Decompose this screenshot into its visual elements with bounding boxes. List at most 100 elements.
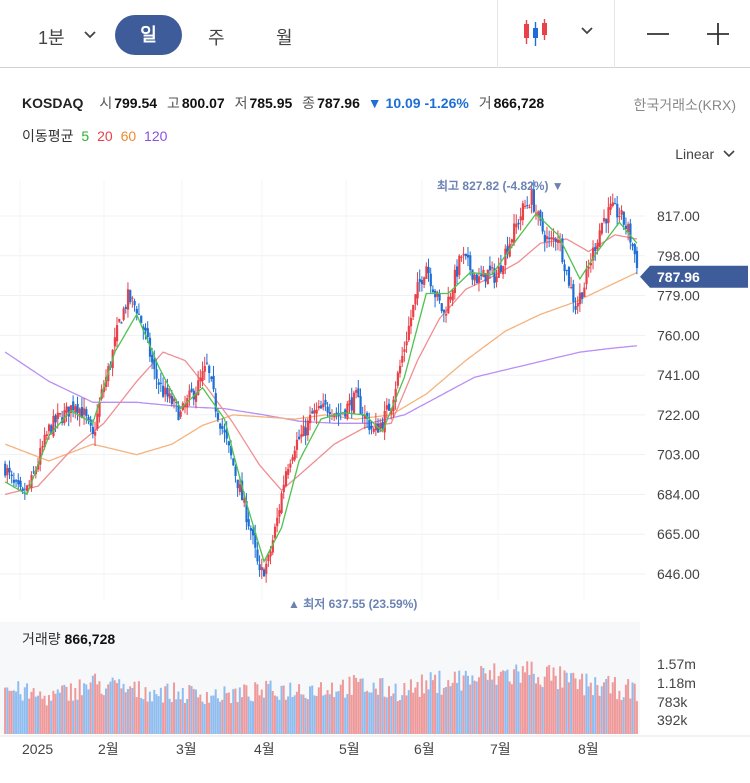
- y-tick-label: 722.00: [657, 407, 700, 423]
- volume-bar: [407, 690, 410, 734]
- volume-bar: [491, 679, 494, 734]
- tab-week[interactable]: 주: [208, 28, 225, 48]
- candle-body: [12, 479, 16, 483]
- volume-bar: [563, 670, 566, 734]
- y-tick-label: 703.00: [657, 447, 700, 463]
- x-tick-label: 2025: [22, 741, 53, 757]
- candle-body: [223, 429, 226, 433]
- volume-bar: [552, 667, 555, 734]
- volume-bar: [309, 686, 312, 734]
- volume-bar: [350, 694, 353, 734]
- candle-body: [269, 551, 272, 557]
- candle-body: [372, 428, 375, 432]
- volume-bar: [223, 686, 226, 734]
- candle-body: [94, 431, 97, 436]
- volume-tick-label: 1.18m: [657, 675, 696, 691]
- candle-body: [366, 412, 369, 419]
- volume-bar: [326, 690, 329, 734]
- chevron-down-icon[interactable]: [580, 26, 594, 36]
- volume-bar: [265, 680, 268, 734]
- volume-bar: [205, 692, 208, 734]
- volume-bar: [221, 699, 224, 734]
- volume-bar: [473, 680, 476, 734]
- interval-select[interactable]: 1분: [38, 24, 65, 50]
- volume-current: 866,728: [64, 631, 116, 647]
- volume-bar: [219, 701, 222, 734]
- candle-body: [251, 529, 255, 536]
- volume-bar: [499, 671, 502, 734]
- volume-bar: [506, 669, 509, 734]
- volume-bar: [486, 679, 489, 734]
- volume-bar: [379, 678, 382, 734]
- candle-body: [326, 406, 329, 413]
- candle-body: [499, 265, 503, 272]
- candle-body: [403, 349, 406, 352]
- scale-select[interactable]: Linear: [675, 146, 735, 162]
- candle-body: [607, 207, 610, 224]
- chevron-down-icon[interactable]: [83, 30, 97, 40]
- volume-bar: [515, 664, 518, 734]
- candle-body: [293, 450, 296, 460]
- candle-body: [515, 223, 518, 228]
- volume-bar: [102, 695, 105, 734]
- candle-body: [510, 239, 514, 243]
- x-axis: 2025 2월 3월 4월 5월 6월 7월 8월: [22, 741, 599, 757]
- candle-body: [87, 417, 90, 421]
- candle-body: [216, 413, 220, 420]
- candle-body: [247, 519, 250, 527]
- volume-bar: [100, 693, 103, 734]
- zoom-out-button[interactable]: [646, 22, 670, 46]
- candle-body: [506, 245, 509, 255]
- volume-bar: [241, 697, 244, 734]
- candle-body: [635, 250, 639, 269]
- candle-body: [556, 239, 560, 243]
- candle-body: [41, 446, 44, 448]
- volume-bar: [17, 681, 20, 734]
- volume-bar: [390, 696, 393, 734]
- volume-bar: [54, 693, 57, 734]
- candle-body: [96, 413, 99, 429]
- candle-body: [317, 405, 321, 409]
- volume-bar: [45, 705, 48, 734]
- ma20-label: 20: [97, 128, 113, 144]
- volume-bar: [203, 704, 206, 734]
- volume-bar: [361, 678, 364, 734]
- tab-day[interactable]: 일: [115, 15, 182, 55]
- last-price-tag: [640, 265, 748, 288]
- candle-body: [208, 365, 211, 374]
- zoom-in-button[interactable]: [706, 22, 730, 46]
- volume-bar: [613, 677, 616, 734]
- candle-body: [613, 203, 617, 205]
- volume-bar: [475, 681, 478, 734]
- volume-bar: [37, 695, 40, 734]
- volume-bar: [295, 691, 298, 734]
- volume-bar: [94, 673, 97, 734]
- volume-bar: [287, 696, 290, 734]
- candle-body: [221, 426, 224, 430]
- candle-body: [276, 517, 279, 527]
- volume-bar: [488, 670, 491, 734]
- volume-bar: [186, 698, 189, 734]
- candle-body: [72, 401, 75, 411]
- volume-bar: [251, 701, 254, 734]
- volume-bar: [192, 688, 195, 734]
- volume-bar: [405, 695, 408, 734]
- candle-body: [28, 484, 31, 486]
- candle-body: [550, 237, 553, 240]
- candlestick-icon[interactable]: [521, 18, 553, 48]
- ma5-line: [4, 212, 638, 564]
- candle-body: [304, 427, 307, 436]
- volume-bar: [381, 678, 384, 734]
- candle-body: [320, 405, 323, 409]
- volume-bar: [34, 696, 37, 734]
- volume-bar: [346, 694, 349, 734]
- quote-summary: KOSDAQ 시 799.54 고 800.07 저 785.95 종 787.96 ▼…: [22, 93, 550, 113]
- volume-bar: [513, 669, 516, 734]
- candle-body: [552, 237, 555, 241]
- tab-month[interactable]: 월: [276, 28, 293, 48]
- volume-bar: [61, 685, 64, 734]
- candle-body: [390, 408, 393, 415]
- candle-body: [256, 549, 259, 562]
- volume-bar: [412, 692, 415, 734]
